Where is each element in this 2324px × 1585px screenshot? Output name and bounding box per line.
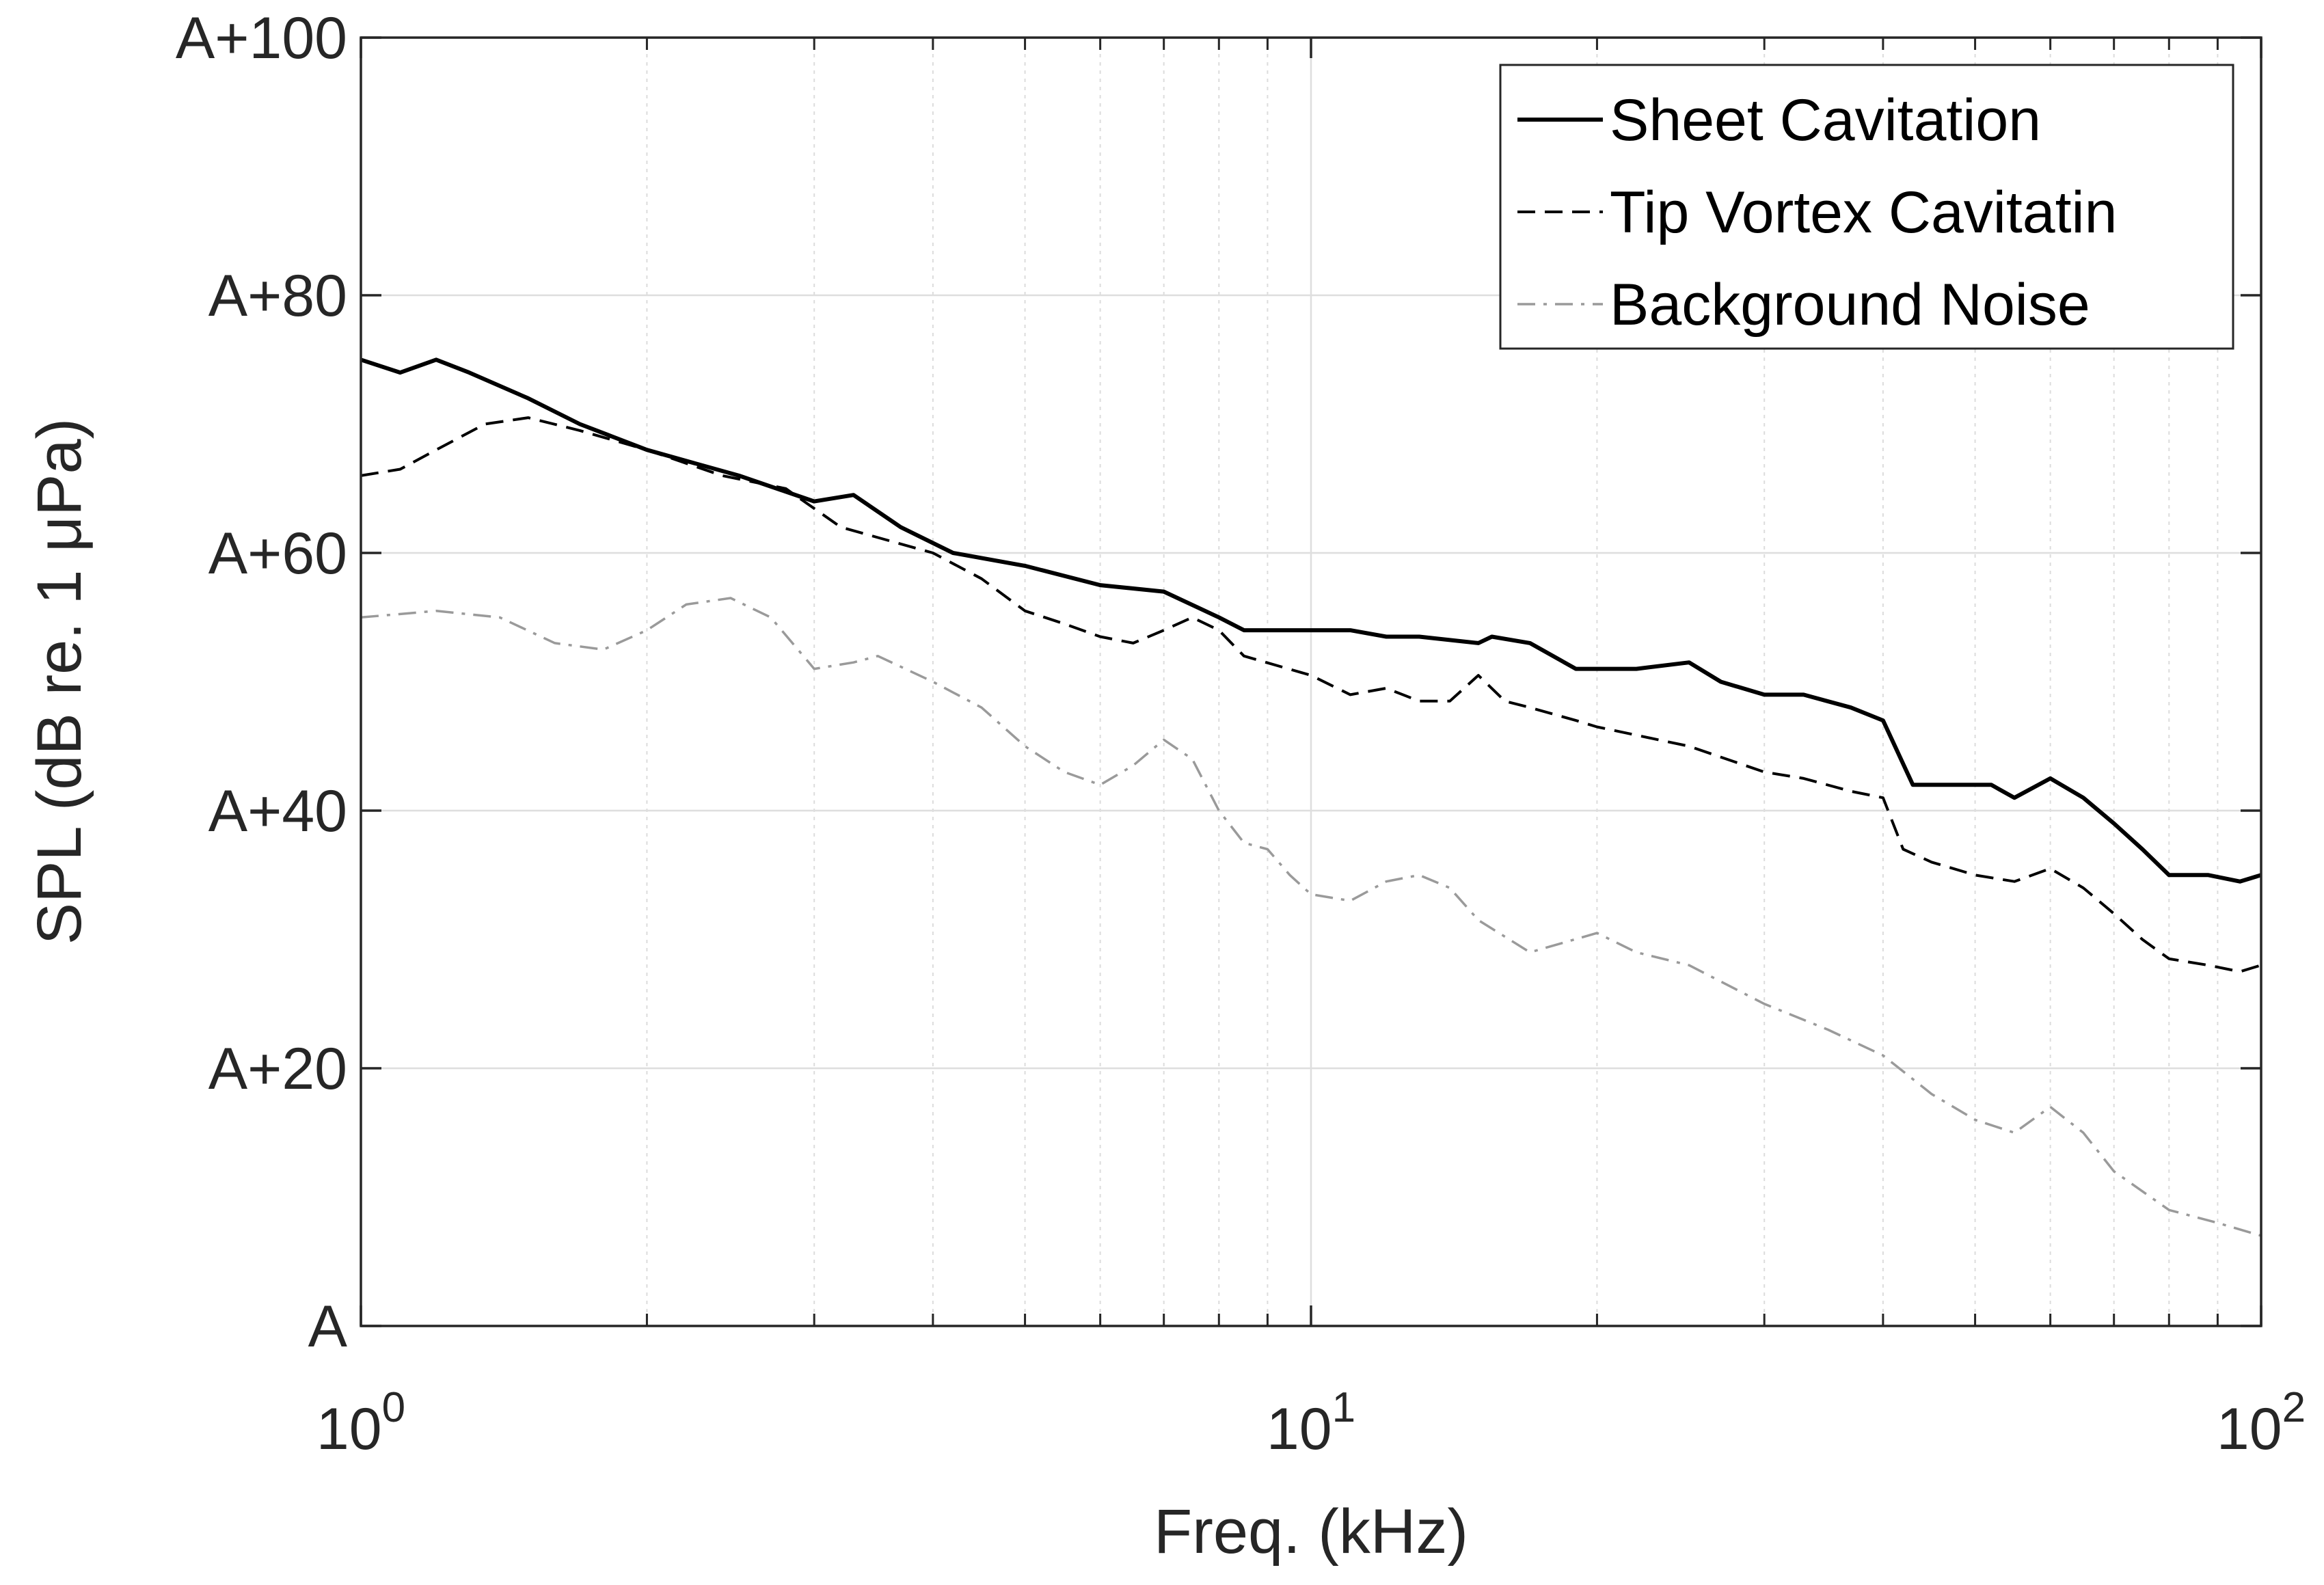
y-tick-label: A+20	[208, 1036, 347, 1102]
series-line-tip-vortex-cavitatin	[360, 416, 2262, 973]
y-tick-label: A	[308, 1294, 348, 1359]
y-tick-label: A+80	[208, 263, 347, 329]
axis-ticks	[360, 36, 2262, 1327]
series-line-background-noise	[360, 597, 2262, 1237]
legend-label: Background Noise	[1610, 272, 2090, 338]
series-lines	[360, 357, 2262, 1237]
y-tick-label: A+40	[208, 778, 347, 844]
y-tick-label: A+100	[176, 5, 347, 71]
legend-label: Sheet Cavitation	[1610, 87, 2041, 153]
x-tick-label: 100	[316, 1384, 405, 1462]
y-tick-label: A+60	[208, 521, 347, 586]
y-tick-labels: A A+20 A+40 A+60 A+80 A+100	[176, 5, 348, 1359]
legend-label: Tip Vortex Cavitatin	[1610, 180, 2117, 245]
x-tick-labels: 100 101 102	[316, 1384, 2306, 1462]
x-tick-label: 101	[1267, 1384, 1355, 1462]
x-axis-label: Freq. (kHz)	[1154, 1497, 1468, 1567]
legend-box	[1499, 64, 2234, 350]
series-line-sheet-cavitation	[360, 357, 2262, 884]
x-tick-label: 102	[2217, 1384, 2306, 1462]
y-axis-label: SPL (dB re. 1 μPa)	[25, 418, 94, 945]
legend: Sheet Cavitation Tip Vortex Cavitatin Back…	[1499, 64, 2234, 350]
